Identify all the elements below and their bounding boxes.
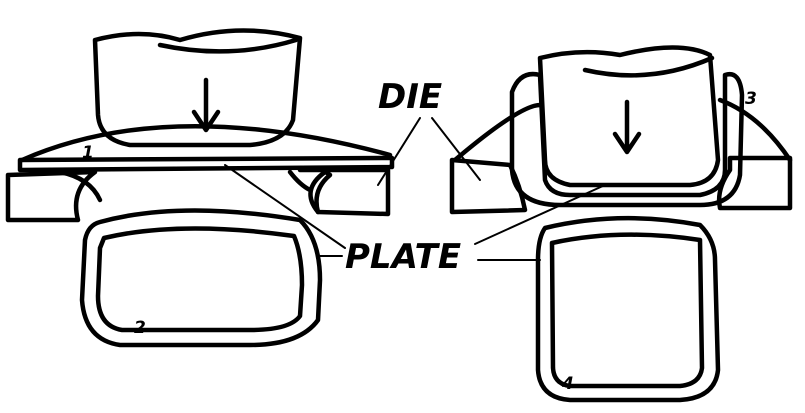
die-block-right-3 <box>716 155 793 211</box>
formed-plate-inner-4 <box>549 232 705 389</box>
die-leader-right <box>431 117 481 181</box>
arrow-down-icon-3 <box>612 99 642 155</box>
die-dome-3 <box>452 97 793 163</box>
plate-leader-3 <box>474 184 606 245</box>
die-dome-1 <box>19 124 393 163</box>
formed-plate-inner-2 <box>95 226 305 333</box>
stage-1: 1 <box>5 28 395 223</box>
punch-1-top-rim <box>157 37 299 54</box>
step-4-number: 4 <box>561 374 574 394</box>
stage-2: 2 <box>79 208 323 348</box>
flat-plate-1 <box>17 155 395 173</box>
die-fillet-right-1 <box>287 169 313 193</box>
die-fillet-left-1 <box>57 169 103 203</box>
formed-plate-outer-2 <box>79 208 323 348</box>
formed-plate-outer-4 <box>535 215 721 403</box>
punch-1 <box>92 28 303 148</box>
die-leader-left <box>377 117 421 186</box>
step-3-number: 3 <box>745 89 757 109</box>
die-block-left-1 <box>5 169 98 223</box>
plate-label: PLATE <box>345 237 461 277</box>
die-label: DIE <box>378 77 442 117</box>
plate-leader-1 <box>224 164 346 249</box>
arrow-down-icon-1 <box>191 77 221 133</box>
punch-3 <box>537 45 721 188</box>
punch-3-top-rim <box>582 55 715 78</box>
step-2-number: 2 <box>134 318 146 338</box>
stage-4: 4 <box>535 215 721 403</box>
stage-3: 3 <box>449 45 793 215</box>
labels: DIE PLATE <box>224 77 606 277</box>
step-1-number: 1 <box>82 143 94 163</box>
